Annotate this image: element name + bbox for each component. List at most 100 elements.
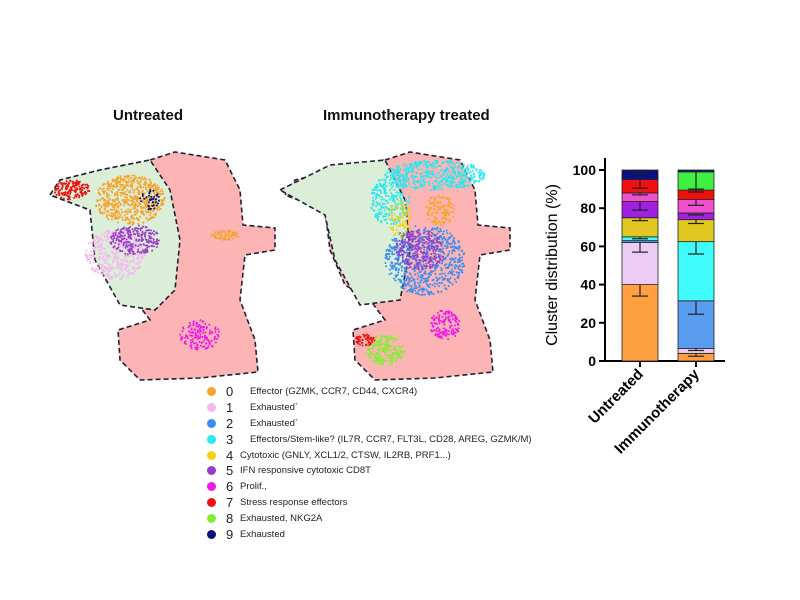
umap-cell-point <box>134 210 137 213</box>
umap-cell-point <box>69 186 72 189</box>
umap-cell-point <box>116 193 119 196</box>
umap-cell-point <box>114 186 117 189</box>
umap-cell-point <box>97 266 100 269</box>
umap-cell-point <box>122 244 125 247</box>
umap-cell-point <box>142 249 145 252</box>
umap-cell-point <box>141 247 144 250</box>
umap-cell-point <box>133 201 136 204</box>
umap-cell-point <box>86 259 89 262</box>
umap-cell-point <box>146 249 149 252</box>
umap-cell-point <box>134 266 137 269</box>
legend-dot <box>207 529 216 539</box>
umap-cell-point <box>90 250 93 253</box>
umap-cell-point <box>88 254 91 257</box>
umap-cell-point <box>119 269 122 272</box>
umap-cell-point <box>117 243 120 246</box>
umap-cell-point <box>116 264 119 267</box>
umap-cell-point <box>124 175 127 178</box>
umap-cell-point <box>110 264 113 267</box>
umap-cell-point <box>119 259 122 262</box>
umap-cell-point <box>105 216 108 219</box>
umap-cell-point <box>153 213 156 216</box>
umap-cell-point <box>145 200 148 203</box>
umap-cell-point <box>108 236 111 239</box>
umap-cell-point <box>132 253 135 256</box>
umap-cell-point <box>94 269 97 272</box>
umap-cell-point <box>60 196 63 199</box>
legend-item: 6 Prolif., <box>207 479 532 495</box>
umap-cell-point <box>108 263 111 266</box>
umap-cell-point <box>117 202 120 205</box>
umap-treated-region <box>278 159 411 306</box>
umap-cell-point <box>125 194 128 197</box>
umap-cell-point <box>128 191 131 194</box>
umap-cell-point <box>142 178 145 181</box>
umap-cell-point <box>133 178 136 181</box>
umap-cell-point <box>129 194 132 197</box>
umap-cell-point <box>216 337 219 340</box>
umap-cell-point <box>140 257 143 260</box>
umap-cell-point <box>128 244 131 247</box>
umap-cell-point <box>103 190 106 193</box>
umap-cell-point <box>133 174 136 177</box>
umap-cell-point <box>115 266 118 269</box>
umap-cell-point <box>152 216 155 219</box>
umap-cell-point <box>144 226 147 229</box>
umap-cell-point <box>161 193 164 196</box>
umap-cell-point <box>101 269 104 272</box>
umap-cell-point <box>142 206 145 209</box>
umap-cell-point <box>57 192 60 195</box>
umap-cell-point <box>89 262 92 265</box>
umap-cell-point <box>127 268 130 271</box>
umap-cell-point <box>114 213 117 216</box>
umap-cell-point <box>121 235 124 238</box>
umap-cell-point <box>163 196 166 199</box>
umap-cell-point <box>122 201 125 204</box>
umap-cell-point <box>122 258 125 261</box>
umap-cell-point <box>115 239 118 242</box>
legend-item: 7 Stress response effectors <box>207 495 532 511</box>
umap-cell-point <box>142 186 145 189</box>
umap-cell-point <box>138 235 141 238</box>
umap-cell-point <box>132 239 135 242</box>
umap-cell-point <box>109 198 112 201</box>
umap-cell-point <box>112 214 115 217</box>
umap-cell-point <box>136 231 139 234</box>
umap-cell-point <box>66 198 69 201</box>
umap-cell-point <box>69 180 72 183</box>
umap-cell-point <box>149 233 152 236</box>
umap-cell-point <box>147 229 150 232</box>
umap-cell-point <box>125 196 128 199</box>
umap-cell-point <box>123 241 126 244</box>
umap-cell-point <box>131 174 134 177</box>
umap-cell-point <box>139 251 142 254</box>
umap-cell-point <box>107 194 110 197</box>
umap-cell-point <box>134 206 137 209</box>
umap-cell-point <box>146 218 149 221</box>
umap-cell-point <box>81 186 84 189</box>
umap-cell-point <box>106 274 109 277</box>
umap-cell-point <box>71 185 74 188</box>
umap-cell-point <box>137 224 140 227</box>
umap-cell-point <box>125 240 128 243</box>
umap-cell-point <box>103 235 106 238</box>
umap-cell-point <box>93 270 96 273</box>
umap-cell-point <box>113 185 116 188</box>
umap-cell-point <box>135 176 138 179</box>
umap-cell-point <box>92 251 95 254</box>
umap-cell-point <box>132 181 135 184</box>
umap-cell-point <box>103 265 106 268</box>
umap-cell-point <box>114 233 117 236</box>
umap-cell-point <box>184 336 187 339</box>
umap-cell-point <box>114 203 117 206</box>
umap-cell-point <box>210 339 213 342</box>
umap-cell-point <box>144 184 147 187</box>
umap-cell-point <box>113 208 116 211</box>
umap-cell-point <box>103 202 106 205</box>
umap-cell-point <box>108 213 111 216</box>
umap-cell-point <box>141 199 144 202</box>
legend-label: Effector (GZMK, CCR7, CD44, CXCR4) <box>250 386 418 398</box>
umap-cell-point <box>97 188 100 191</box>
legend-dot <box>207 466 216 476</box>
umap-cell-point <box>119 186 122 189</box>
